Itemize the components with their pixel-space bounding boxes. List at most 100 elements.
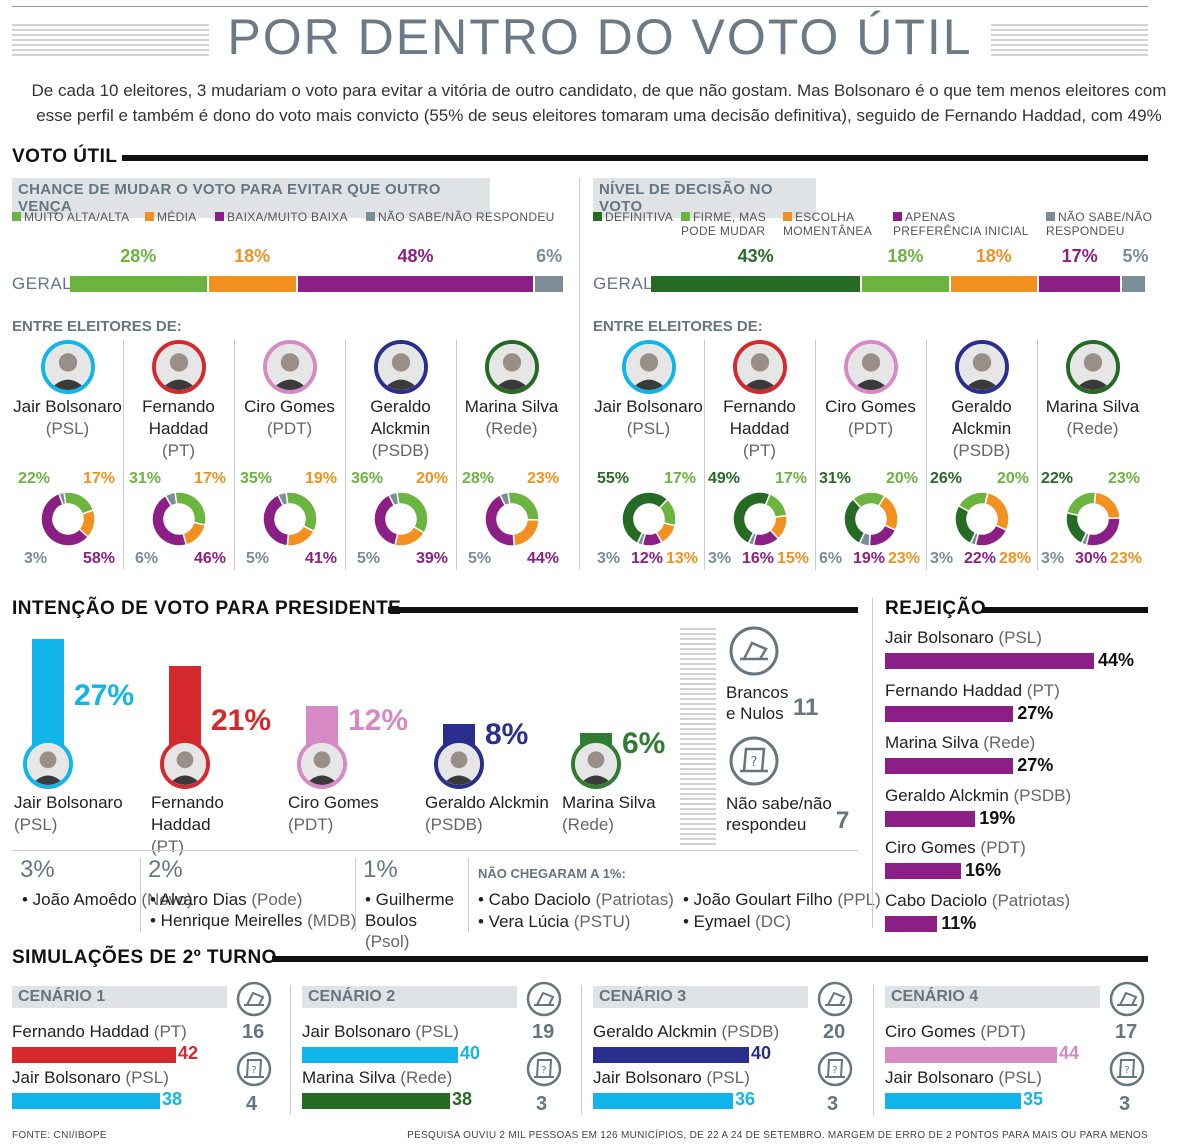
candidate-photo: [373, 340, 428, 394]
candidate-name: Ciro Gomes (PDT): [288, 792, 420, 836]
footer-source: FONTE: CNI/IBOPE: [12, 1130, 107, 1141]
donut-label: 31%: [129, 470, 162, 487]
naosabe-value: 7: [836, 807, 850, 834]
rejeicao-divider: [872, 598, 873, 928]
donut-slice: [387, 491, 400, 507]
other-name: • Eymael: [683, 912, 751, 931]
sim-value: 40: [751, 1043, 772, 1063]
candidate-photo: [262, 340, 317, 394]
donut-slice: [276, 491, 289, 507]
geral-pct-label: 48%: [397, 246, 434, 266]
candidate-party: (PSDB): [371, 441, 430, 460]
geral-label: GERAL: [593, 274, 654, 293]
sim-cand: Jair Bolsonaro: [12, 1068, 121, 1087]
donut-slice: [261, 493, 289, 547]
donut-slice: [764, 492, 788, 518]
section-rule: [122, 155, 1148, 161]
brancos-label: Brancos e Nulos: [726, 683, 789, 723]
rejeicao-pct: 27%: [1017, 755, 1054, 775]
donut-label: 3%: [597, 550, 621, 567]
entre-label: ENTRE ELEITORES DE:: [593, 318, 763, 335]
sim-name: Fernando Haddad (PT): [12, 1022, 187, 1042]
donut-slice: [163, 491, 178, 508]
rejeicao-name: Fernando Haddad (PT): [885, 681, 1060, 701]
brancos-nulos-value: 16: [242, 1021, 265, 1043]
column-divider: [704, 340, 705, 570]
candidate-name-text: Ciro Gomes: [288, 793, 379, 812]
donut-chart: [731, 491, 788, 547]
sim-value: 44: [1059, 1043, 1080, 1063]
donut-label: 17%: [83, 470, 116, 487]
sim-bar: [593, 1093, 733, 1109]
sim-name: Jair Bolsonaro (PSL): [12, 1068, 169, 1088]
donut-label: 20%: [416, 470, 449, 487]
candidate-party: (Rede): [485, 419, 538, 438]
candidate-name-text: Geraldo Alckmin: [951, 397, 1012, 438]
donut-label: 17%: [775, 470, 808, 487]
sim-value: 38: [452, 1089, 473, 1109]
rejeicao-pct: 11%: [941, 912, 977, 933]
donut-label: 35%: [240, 470, 273, 487]
geral-pct-label: 6%: [536, 246, 563, 266]
ballot-question-icon: ?: [524, 1050, 564, 1093]
sim-party: (PSL): [706, 1068, 750, 1087]
vote-pct: 6%: [622, 727, 666, 760]
geral-bar-segment: [297, 276, 534, 292]
donut-label: 22%: [18, 470, 51, 487]
rejeicao-party: (PSL): [998, 628, 1042, 647]
candidate-name: Marina Silva (Rede): [1037, 396, 1148, 440]
sim-bar: [302, 1093, 450, 1109]
vote-pct: 27%: [74, 678, 135, 712]
donut-slice: [1079, 531, 1090, 547]
donut-label: 55%: [597, 470, 630, 487]
rejeicao-name: Marina Silva (Rede): [885, 733, 1035, 753]
rejeicao-cand: Geraldo Alckmin: [885, 785, 1009, 805]
geral-bar-segment: [208, 276, 296, 292]
sim-cand: Jair Bolsonaro: [302, 1022, 411, 1041]
donut-label: 41%: [305, 550, 338, 567]
nao-sabe-value: 3: [536, 1093, 548, 1115]
donut-slice: [968, 531, 979, 547]
donut-label: 22%: [964, 550, 997, 567]
section-rule: [388, 607, 858, 613]
rejeicao-bar: [885, 705, 1014, 722]
geral-bar-segment: [862, 276, 949, 292]
sim-bar: [12, 1093, 160, 1109]
divider: [12, 850, 858, 851]
svg-text:?: ?: [751, 755, 758, 770]
candidate-photo: [1065, 340, 1120, 394]
sim-value: 35: [1023, 1089, 1044, 1109]
other-candidate: • Alvaro Dias (Pode): [150, 889, 360, 910]
other-candidate: • João Goulart Filho (PPL): [683, 889, 881, 910]
entre-label: ENTRE ELEITORES DE:: [12, 318, 182, 335]
candidate-name-text: Jair Bolsonaro: [13, 397, 122, 416]
candidate-name-text: Marina Silva: [1045, 397, 1140, 416]
ballot-question-icon: ?: [722, 735, 786, 792]
brancos-nulos-value: 17: [1115, 1021, 1138, 1043]
other-name: • Alvaro Dias: [150, 890, 247, 909]
candidate-name: Geraldo Alckmin (PSDB): [345, 396, 456, 462]
candidate-name-text: Ciro Gomes: [244, 397, 335, 416]
donut-slice: [635, 531, 646, 547]
candidate-name-text: Marina Silva: [562, 793, 656, 812]
rejeicao-name: Jair Bolsonaro (PSL): [885, 628, 1042, 648]
candidate-name: Fernando Haddad (PT): [704, 396, 815, 462]
candidate-name: Geraldo Alckmin (PSDB): [425, 792, 557, 836]
sim-value: 36: [735, 1089, 756, 1109]
donut-chart: [620, 491, 677, 547]
other-candidate: • Cabo Daciolo (Patriotas): [478, 889, 674, 910]
other-party: (PSTU): [573, 912, 631, 931]
ballot-question-icon: ?: [234, 1050, 274, 1093]
candidate-photo: [434, 739, 484, 789]
donut-label: 28%: [462, 470, 495, 487]
geral-bar-segment: [70, 276, 207, 292]
donut-label: 17%: [194, 470, 227, 487]
donut-chart: [261, 491, 318, 547]
sim-name: Jair Bolsonaro (PSL): [593, 1068, 750, 1088]
donut-label: 6%: [819, 550, 843, 567]
donut-slice: [393, 525, 425, 547]
donut-label: 5%: [246, 550, 270, 567]
donut-chart: [372, 491, 429, 547]
donut-slice: [62, 491, 94, 515]
other-name: • Vera Lúcia: [478, 912, 570, 931]
